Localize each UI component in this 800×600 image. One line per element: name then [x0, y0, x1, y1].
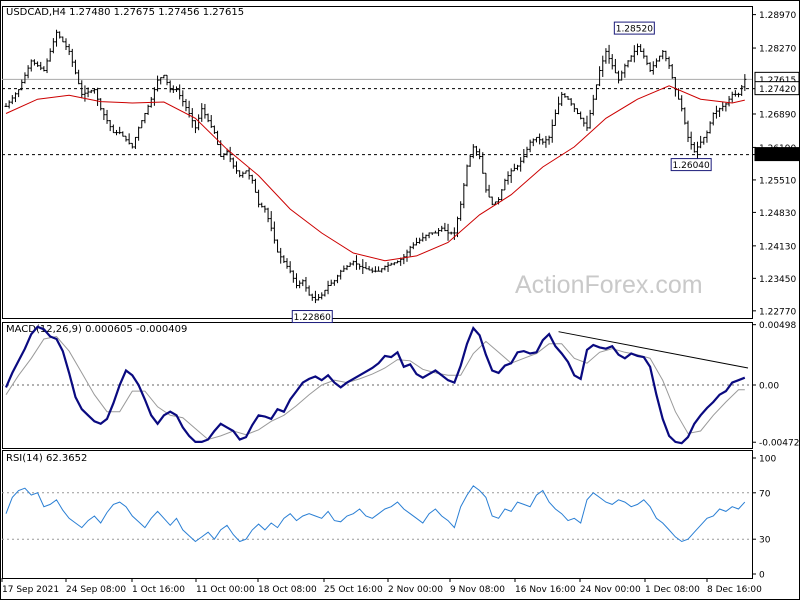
rsi-line [5, 485, 746, 543]
rsi-y-tick-label: 70 [759, 489, 771, 499]
annotation-box [613, 21, 655, 35]
annotation-box [670, 158, 712, 172]
level-box [754, 147, 800, 162]
moving-average-line [5, 85, 745, 262]
price-y-tick-label: 1.28270 [759, 45, 796, 55]
rsi-header: RSI(14) 62.3652 [6, 453, 87, 464]
macd-main-line [4, 325, 746, 445]
rsi-y-tick-label: 0 [759, 571, 765, 581]
macd-y-tick-label: 0.00498 [759, 321, 796, 331]
price-y-tick-label: 1.26890 [759, 110, 796, 120]
level-label: 1.27420 [759, 85, 796, 95]
x-tick-label: 1 Oct 16:00 [132, 585, 185, 595]
x-tick-label: 18 Oct 08:00 [258, 585, 317, 595]
x-tick-label: 24 Nov 00:00 [580, 585, 641, 595]
rsi-panel [2, 450, 753, 579]
price-y-tick-label: 1.23450 [759, 275, 796, 285]
price-y-tick-label: 1.22770 [759, 307, 796, 317]
macd-y-tick-label: -0.004723 [759, 439, 800, 449]
macd-trendline [558, 331, 749, 369]
x-tick-label: 16 Nov 16:00 [515, 585, 576, 595]
x-tick-label: 17 Sep 2021 [2, 585, 59, 595]
price-y-tick-label: 1.25510 [759, 176, 796, 186]
macd-header: MACD(12,26,9) 0.000605 -0.000409 [6, 324, 187, 335]
x-tick-label: 9 Nov 08:00 [450, 585, 505, 595]
x-tick-label: 11 Oct 00:00 [196, 585, 255, 595]
ohlc-bars [4, 29, 747, 304]
macd-y-tick-label: 0.00 [759, 382, 779, 392]
current-price-label: 1.27615 [759, 76, 796, 86]
x-tick-label: 25 Oct 16:00 [324, 585, 383, 595]
x-tick-label: 24 Sep 08:00 [66, 585, 126, 595]
level-label: 1.26040 [759, 151, 796, 161]
annotation-label: 1.22860 [294, 313, 331, 323]
price-header: USDCAD,H4 1.27480 1.27675 1.27456 1.2761… [6, 7, 244, 18]
x-tick-label: 1 Dec 08:00 [645, 585, 700, 595]
level-box [754, 81, 800, 96]
annotation-label: 1.28520 [616, 25, 653, 35]
annotation-box [291, 310, 333, 324]
price-y-tick-label: 1.24130 [759, 242, 796, 252]
price-y-tick-label: 1.24830 [759, 209, 796, 219]
rsi-y-tick-label: 30 [759, 536, 771, 546]
price-y-tick-label: 1.28970 [759, 11, 796, 21]
rsi-y-tick-label: 100 [759, 455, 776, 465]
x-tick-label: 8 Dec 16:00 [707, 585, 762, 595]
macd-signal-line [5, 335, 745, 441]
x-tick-label: 2 Nov 00:00 [388, 585, 443, 595]
watermark: ActionForex.com [515, 271, 703, 299]
annotation-label: 1.26040 [673, 161, 710, 171]
price-panel [2, 6, 753, 319]
